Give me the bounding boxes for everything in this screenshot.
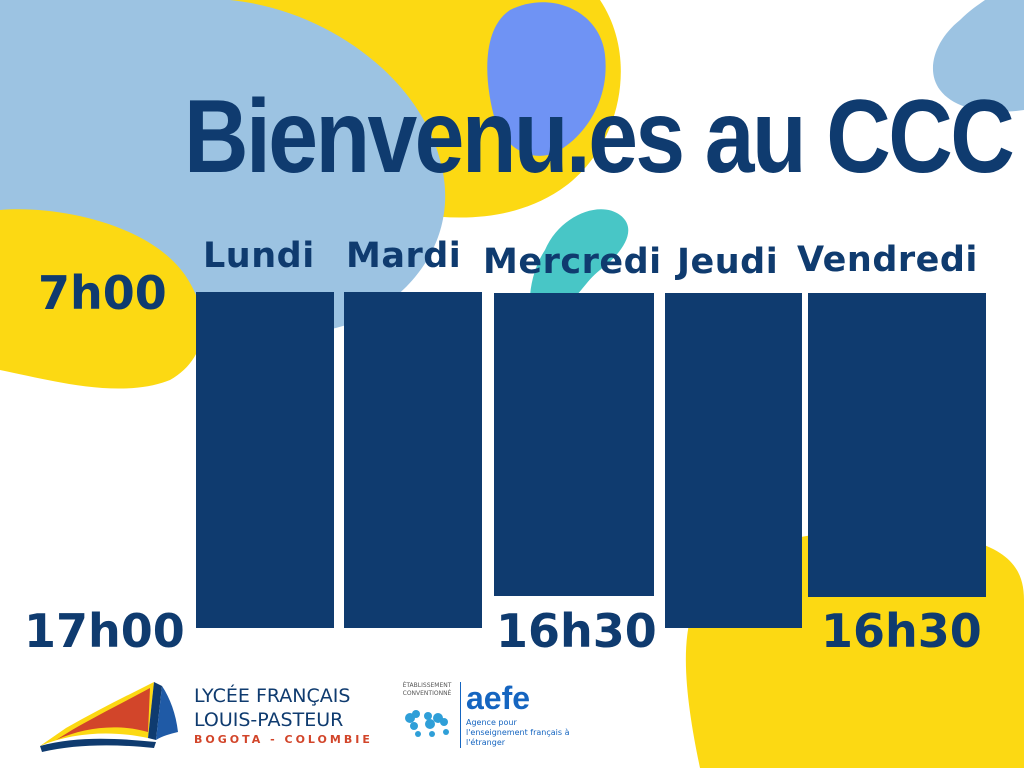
aefe-logo: ÉTABLISSEMENT CONVENTIONNÉ aefe Agence p… — [400, 680, 580, 756]
day-label-thursday: Jeudi — [677, 242, 779, 282]
closing-time-friday: 16h30 — [821, 604, 982, 658]
world-map-icon — [405, 710, 449, 737]
closing-time-wednesday: 16h30 — [496, 604, 657, 658]
aefe-name: aefe — [466, 680, 531, 716]
day-label-friday: Vendredi — [797, 240, 978, 280]
page-title: Bienvenu.es au CCC — [184, 79, 1015, 195]
closing-time-main: 17h00 — [24, 604, 185, 658]
lycee-name-line1: LYCÉE FRANÇAIS — [194, 685, 351, 707]
aefe-divider — [460, 682, 461, 748]
lycee-name-line2: LOUIS-PASTEUR — [194, 709, 344, 731]
teal-blob — [530, 209, 629, 300]
schedule-bar-thursday — [665, 293, 802, 628]
yellow-blob-left — [0, 209, 203, 389]
opening-time: 7h00 — [38, 266, 167, 320]
day-label-monday: Lundi — [203, 236, 315, 276]
aefe-subtitle: Agence pour l'enseignement français à l'… — [466, 718, 570, 747]
schedule-bar-monday — [196, 292, 334, 628]
day-label-tuesday: Mardi — [346, 236, 462, 276]
schedule-bar-wednesday — [494, 293, 654, 596]
periwinkle-blob — [487, 2, 606, 156]
lycee-logo: LYCÉE FRANÇAIS LOUIS-PASTEUR BOGOTA - CO… — [36, 676, 370, 756]
light-blue-blob-right — [932, 0, 1024, 112]
day-label-wednesday: Mercredi — [483, 242, 662, 282]
schedule-bar-friday — [808, 293, 986, 597]
lycee-location: BOGOTA - COLOMBIE — [194, 733, 373, 746]
aefe-status: ÉTABLISSEMENT CONVENTIONNÉ — [402, 682, 452, 697]
schedule-bar-tuesday — [344, 292, 482, 628]
open-book-icon — [40, 682, 178, 752]
